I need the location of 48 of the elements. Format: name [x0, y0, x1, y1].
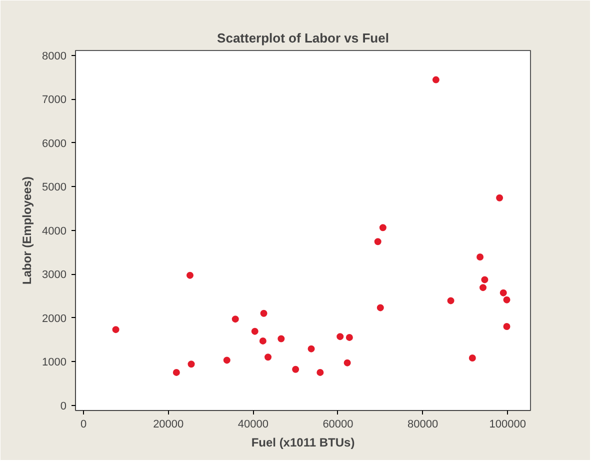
x-tick-label: 100000: [489, 418, 526, 430]
x-tick-label: 20000: [153, 418, 184, 430]
y-tick-label: 4000: [42, 225, 67, 238]
point: [264, 354, 272, 361]
point: [374, 238, 382, 246]
y-tick-label: 0: [60, 400, 67, 412]
point: [336, 333, 344, 340]
point: [503, 296, 510, 304]
point: [316, 368, 324, 376]
y-tick-label: 2000: [42, 312, 67, 325]
chart-title: Scatterplot of Labor vs Fuel: [217, 30, 389, 46]
point: [379, 224, 386, 232]
point: [112, 326, 120, 334]
point: [503, 323, 510, 330]
point: [188, 360, 195, 368]
y-axis-title: Labor (Employees): [20, 176, 34, 285]
point: [259, 337, 266, 344]
point: [251, 328, 258, 335]
y-tick-label: 7000: [42, 94, 67, 106]
point: [447, 297, 454, 304]
point: [500, 289, 507, 296]
y-tick-label: 8000: [42, 50, 67, 62]
point: [496, 194, 504, 202]
y-tick-label: 1000: [42, 356, 67, 369]
point: [376, 304, 384, 312]
point: [480, 284, 487, 292]
point: [292, 366, 300, 373]
point: [432, 76, 440, 84]
point: [476, 253, 484, 260]
x-tick-label: 60000: [322, 418, 354, 430]
point: [344, 359, 351, 366]
point: [346, 334, 353, 341]
y-tick-label: 6000: [42, 138, 67, 150]
point: [278, 335, 285, 342]
point: [172, 368, 180, 376]
point: [308, 345, 315, 352]
x-tick-label: 40000: [238, 418, 268, 430]
point: [481, 276, 488, 284]
point: [468, 354, 476, 362]
y-tick-label: 5000: [42, 182, 67, 194]
point: [232, 316, 239, 323]
x-tick-label: 80000: [408, 418, 438, 430]
y-tick-label: 3000: [42, 269, 67, 282]
point: [186, 272, 194, 279]
point: [260, 310, 268, 317]
x-axis-title: Fuel (x1011 BTUs): [251, 436, 355, 450]
point: [223, 356, 230, 364]
x-tick-label: 0: [80, 418, 87, 430]
